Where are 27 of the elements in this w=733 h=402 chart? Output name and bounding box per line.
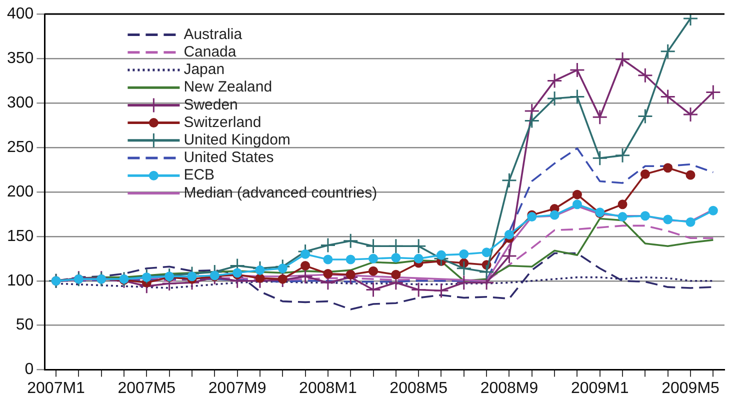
legend-label: ECB: [184, 166, 215, 184]
legend-label: Median (advanced countries): [184, 184, 378, 202]
legend-label: United States: [184, 149, 274, 166]
x-tick-label: 2007M9: [208, 380, 266, 397]
y-tick-label: 400: [6, 5, 34, 22]
y-tick-label: 0: [24, 361, 34, 378]
legend-label: New Zealand: [184, 78, 272, 96]
y-tick-label: 350: [6, 50, 34, 67]
x-tick-label: 2008M1: [299, 380, 357, 397]
legend-label: Canada: [184, 44, 237, 61]
x-tick-label: 2007M1: [27, 380, 86, 397]
x-tick-label: 2008M5: [390, 380, 448, 397]
x-tick-label: 2009M5: [662, 380, 720, 397]
legend-label: United Kingdom: [184, 132, 290, 149]
x-tick-label: 2009M1: [570, 380, 629, 397]
x-tick-label: 2008M9: [480, 380, 538, 397]
y-tick-label: 250: [6, 138, 34, 156]
y-tick-label: 300: [6, 94, 34, 112]
y-tick-label: 150: [6, 228, 34, 245]
y-tick-label: 100: [6, 272, 34, 290]
legend-label: Australia: [184, 26, 243, 43]
x-tick-label: 2007M5: [118, 380, 176, 397]
legend-label: Sweden: [184, 96, 238, 114]
y-tick-label: 50: [16, 316, 34, 334]
legend-label: Switzerland: [184, 114, 262, 131]
y-tick-label: 200: [6, 183, 34, 200]
legend-label: Japan: [184, 61, 225, 78]
